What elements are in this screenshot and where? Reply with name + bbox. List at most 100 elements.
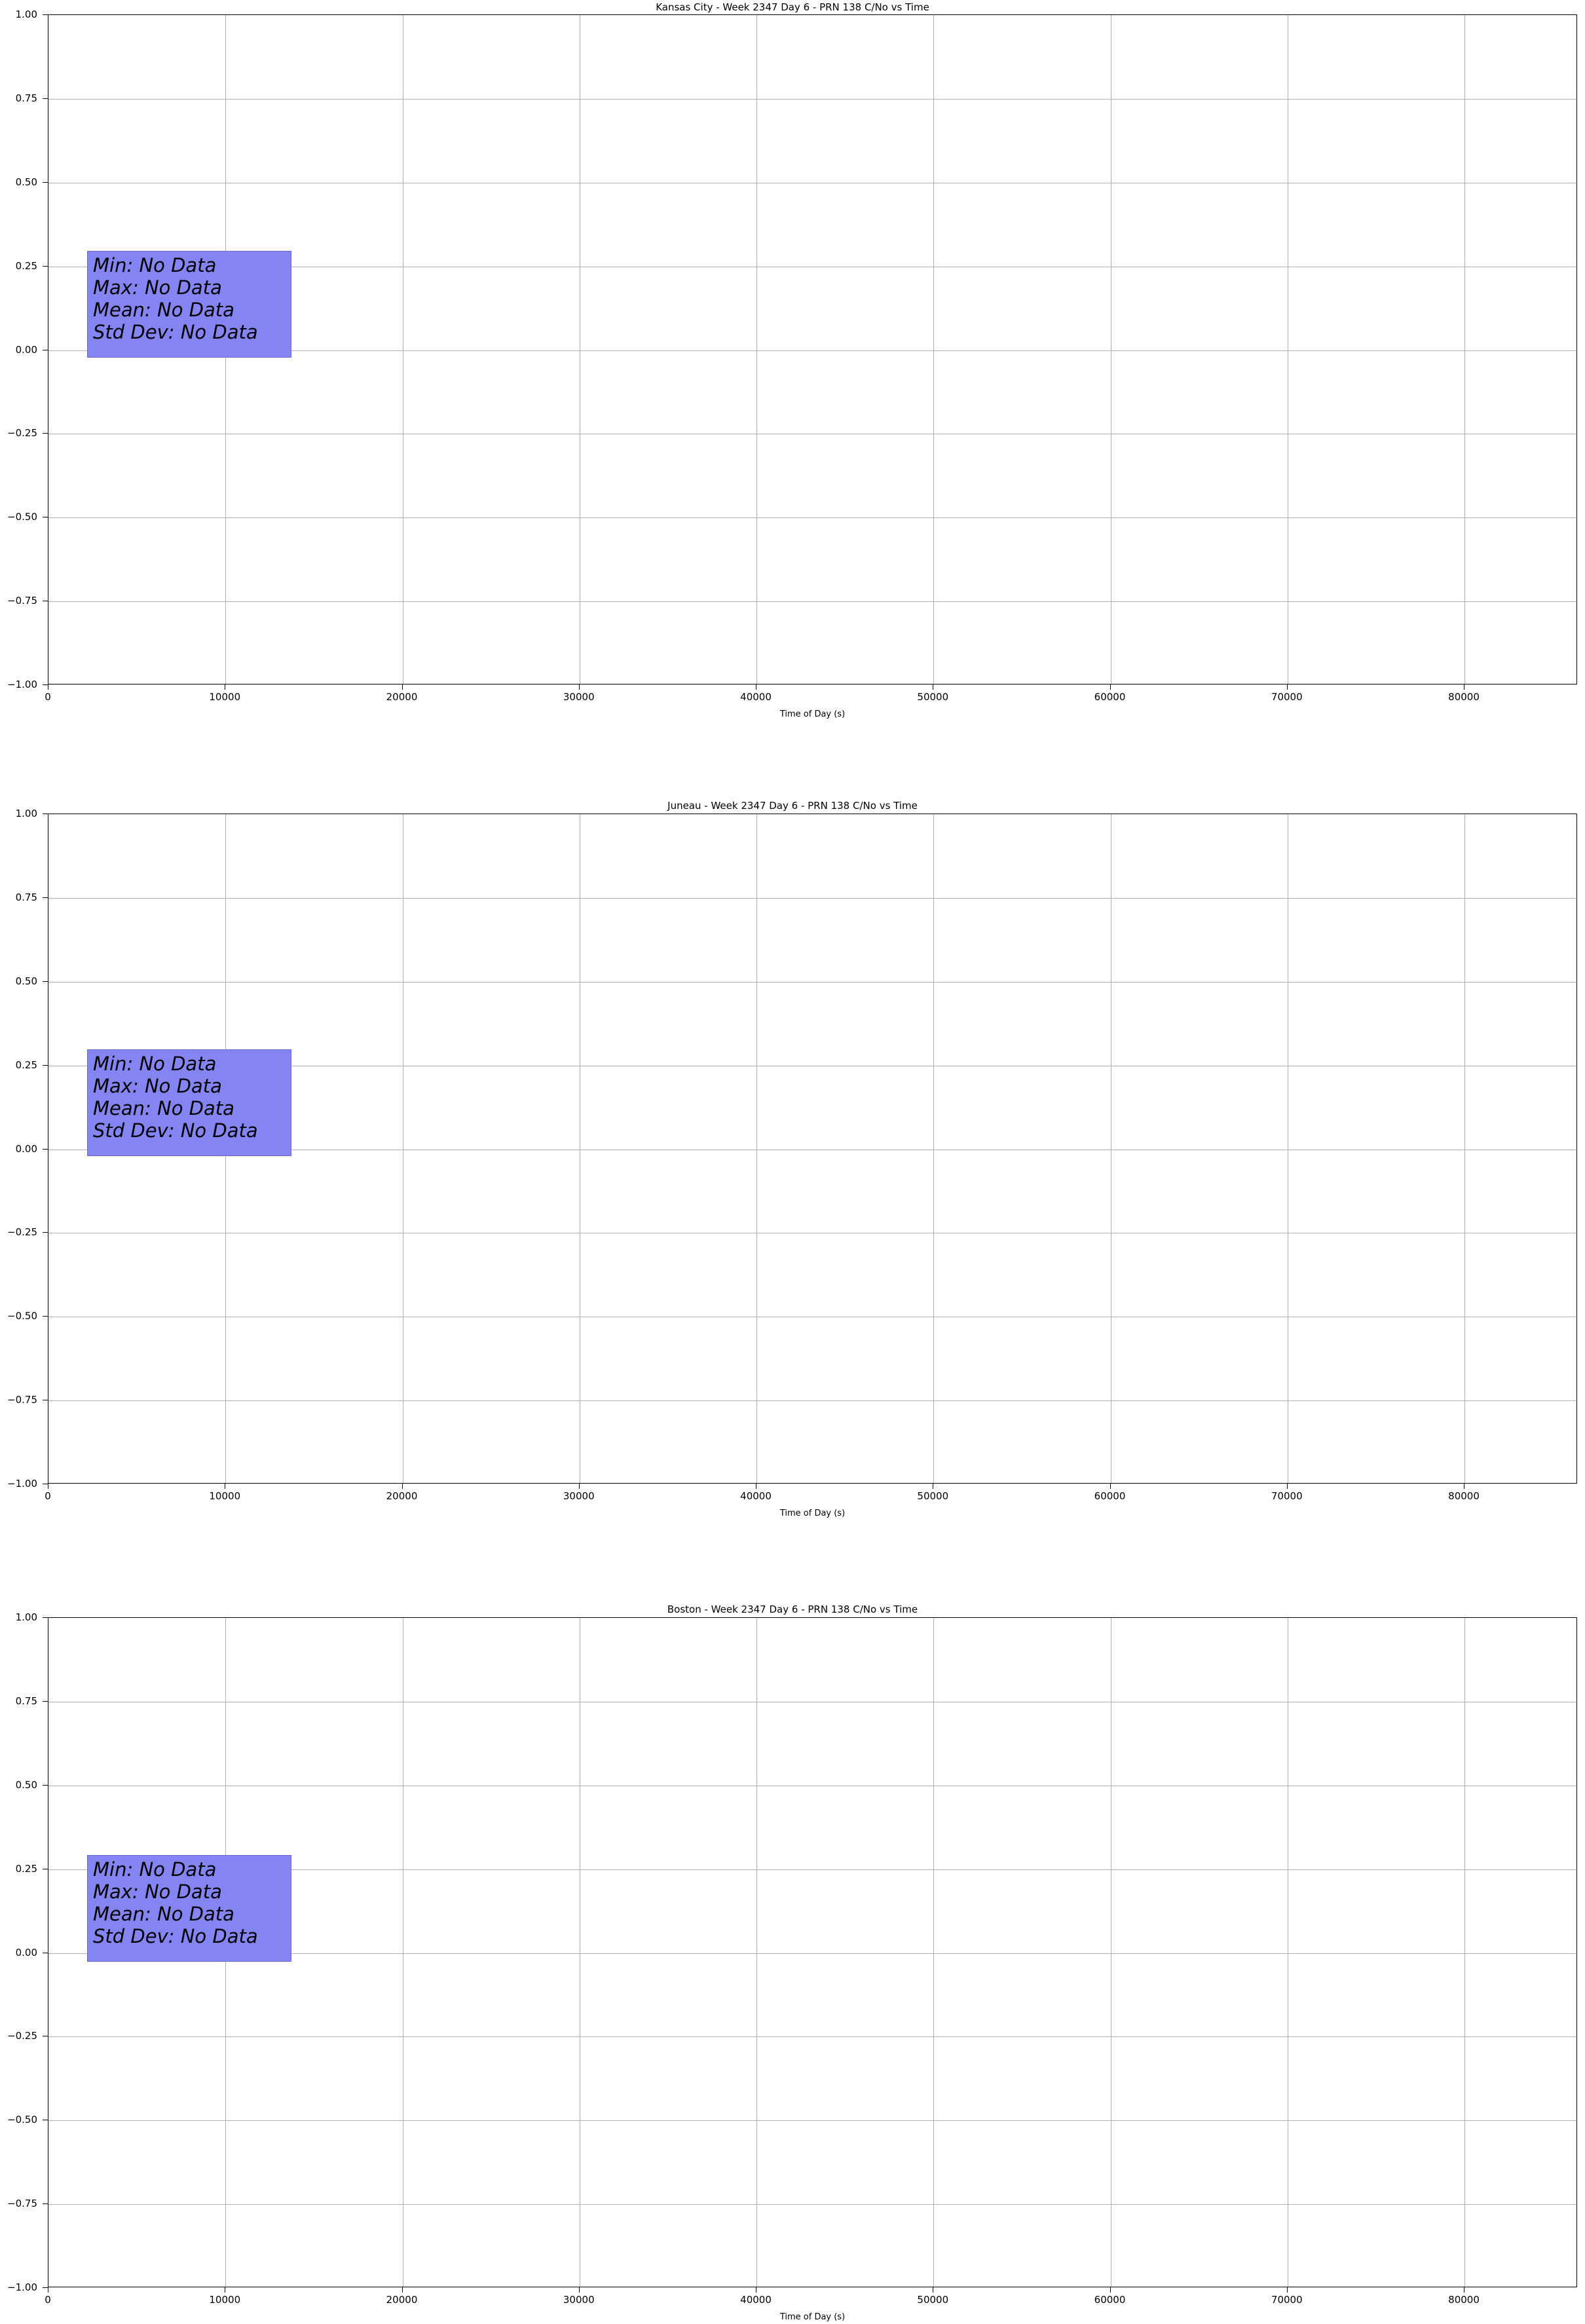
y-tick-label: −1.00 — [7, 2281, 37, 2293]
y-tick-mark — [43, 1064, 48, 1066]
x-tick-mark — [1286, 1484, 1288, 1489]
chart-title: Boston - Week 2347 Day 6 - PRN 138 C/No … — [667, 1603, 918, 1615]
gridline-vertical — [1464, 15, 1466, 684]
x-tick-mark — [401, 1484, 403, 1489]
stats-line-mean: Mean: No Data — [93, 1097, 234, 1119]
y-tick-mark — [43, 265, 48, 267]
x-tick-label: 80000 — [1448, 1490, 1480, 1502]
y-tick-mark — [43, 1784, 48, 1786]
gridline-horizontal — [48, 98, 1576, 100]
stats-line-min: Min: No Data — [93, 1053, 217, 1075]
x-tick-label: 70000 — [1271, 691, 1303, 703]
x-tick-mark — [1110, 1484, 1111, 1489]
y-tick-label: −0.50 — [7, 2114, 37, 2126]
plot-area — [48, 814, 1577, 1484]
gridline-vertical — [756, 814, 758, 1483]
gridline-horizontal — [48, 517, 1576, 519]
x-axis-label: Time of Day (s) — [779, 1509, 846, 1518]
chart-title: Kansas City - Week 2347 Day 6 - PRN 138 … — [656, 1, 929, 13]
y-tick-label: −1.00 — [7, 1478, 37, 1490]
y-tick-label: −0.50 — [7, 1310, 37, 1322]
y-tick-label: −0.25 — [7, 427, 37, 440]
y-tick-label: −0.75 — [7, 1394, 37, 1406]
gridline-horizontal — [48, 1953, 1576, 1954]
x-tick-label: 10000 — [209, 691, 241, 703]
x-tick-label: 40000 — [740, 2294, 772, 2306]
plot-area — [48, 14, 1577, 684]
gridline-vertical — [933, 1618, 935, 2287]
gridline-horizontal — [48, 2036, 1576, 2038]
y-tick-mark — [43, 14, 48, 15]
chart-title: Juneau - Week 2347 Day 6 - PRN 138 C/No … — [667, 800, 918, 812]
gridline-horizontal — [48, 981, 1576, 983]
y-tick-mark — [43, 684, 48, 685]
x-tick-label: 60000 — [1094, 2294, 1126, 2306]
y-tick-label: 0.75 — [15, 92, 37, 104]
stats-line-mean: Mean: No Data — [93, 299, 234, 321]
x-tick-label: 10000 — [209, 1490, 241, 1502]
x-tick-label: 80000 — [1448, 2294, 1480, 2306]
y-tick-label: 1.00 — [15, 1611, 37, 1623]
gridline-vertical — [756, 15, 758, 684]
stats-annotation-box: Min: No Data Max: No Data Mean: No Data Std… — [87, 1049, 291, 1156]
x-tick-label: 20000 — [386, 1490, 418, 1502]
stats-line-std-dev: Std Dev: No Data — [93, 1119, 258, 1142]
x-tick-mark — [401, 684, 403, 690]
gridline-vertical — [933, 814, 935, 1483]
x-tick-label: 70000 — [1271, 2294, 1303, 2306]
y-tick-mark — [43, 2203, 48, 2205]
x-axis-label: Time of Day (s) — [779, 2312, 846, 2322]
x-tick-mark — [1110, 2287, 1111, 2293]
x-tick-label: 20000 — [386, 2294, 418, 2306]
y-tick-label: −0.75 — [7, 595, 37, 607]
x-tick-mark — [1110, 684, 1111, 690]
y-tick-label: 0.50 — [15, 176, 37, 188]
x-axis-label: Time of Day (s) — [779, 709, 846, 719]
x-tick-label: 30000 — [563, 2294, 595, 2306]
x-tick-label: 40000 — [740, 691, 772, 703]
stats-line-min: Min: No Data — [93, 254, 217, 276]
stats-annotation-box: Min: No Data Max: No Data Mean: No Data Std… — [87, 251, 291, 358]
x-tick-label: 30000 — [563, 1490, 595, 1502]
y-tick-mark — [43, 1617, 48, 1618]
y-tick-label: 1.00 — [15, 808, 37, 819]
x-tick-label: 10000 — [209, 2294, 241, 2306]
y-tick-label: 0.00 — [15, 343, 37, 356]
stats-line-std-dev: Std Dev: No Data — [93, 1925, 258, 1947]
gridline-horizontal — [48, 350, 1576, 351]
gridline-horizontal — [48, 601, 1576, 603]
x-tick-label: 30000 — [563, 691, 595, 703]
y-tick-label: 0.50 — [15, 975, 37, 987]
y-tick-mark — [43, 1700, 48, 1702]
stats-line-max: Max: No Data — [93, 1075, 222, 1097]
gridline-horizontal — [48, 2120, 1576, 2122]
plot-area — [48, 1617, 1577, 2287]
y-tick-label: 0.25 — [15, 259, 37, 272]
y-tick-mark — [43, 897, 48, 898]
y-tick-label: −0.75 — [7, 2198, 37, 2210]
x-tick-label: 50000 — [917, 691, 949, 703]
x-tick-mark — [578, 684, 580, 690]
gridline-horizontal — [48, 1869, 1576, 1870]
stats-line-std-dev: Std Dev: No Data — [93, 321, 258, 343]
x-tick-mark — [1286, 2287, 1288, 2293]
x-tick-label: 0 — [45, 2294, 51, 2306]
y-tick-mark — [43, 1148, 48, 1150]
stats-line-max: Max: No Data — [93, 276, 222, 299]
x-tick-mark — [578, 2287, 580, 2293]
x-tick-label: 50000 — [917, 1490, 949, 1502]
y-tick-label: 0.00 — [15, 1142, 37, 1155]
x-tick-mark — [578, 1484, 580, 1489]
gridline-vertical — [1464, 1618, 1466, 2287]
y-tick-label: 0.25 — [15, 1059, 37, 1071]
x-tick-label: 40000 — [740, 1490, 772, 1502]
y-tick-label: 0.75 — [15, 1695, 37, 1707]
gridline-vertical — [933, 15, 935, 684]
y-tick-label: −0.25 — [7, 1226, 37, 1239]
y-tick-mark — [43, 433, 48, 434]
y-tick-label: 1.00 — [15, 9, 37, 20]
gridline-horizontal — [48, 1400, 1576, 1402]
